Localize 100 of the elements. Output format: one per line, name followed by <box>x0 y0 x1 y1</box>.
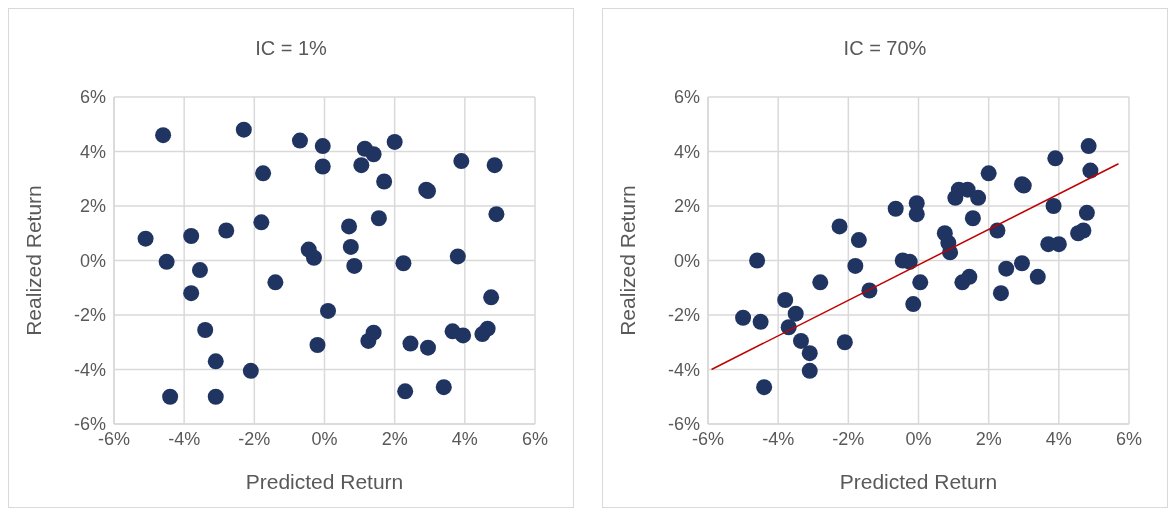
y-tick-label: 4% <box>673 141 700 162</box>
y-tick-label: -4% <box>667 359 700 380</box>
point <box>905 296 922 313</box>
x-tick-label: 2% <box>381 428 408 449</box>
point <box>998 260 1015 277</box>
point <box>191 262 208 279</box>
point <box>887 200 904 217</box>
x-tick-label: 6% <box>1115 428 1143 449</box>
y-tick-label: -6% <box>73 414 106 435</box>
point <box>402 335 419 352</box>
point <box>314 138 331 155</box>
point <box>792 332 809 349</box>
point <box>341 218 358 235</box>
point <box>801 362 818 379</box>
point <box>365 146 382 163</box>
point <box>1075 222 1092 239</box>
point <box>320 302 337 319</box>
point <box>908 206 925 223</box>
point <box>488 206 505 223</box>
x-tick-label: 4% <box>451 428 478 449</box>
x-tick-label: -2% <box>832 428 865 449</box>
y-tick-label: 0% <box>79 250 106 271</box>
point <box>386 133 403 150</box>
point <box>342 238 359 255</box>
point <box>964 210 981 227</box>
x-tick-label: 6% <box>521 428 549 449</box>
y-tick-label: 6% <box>673 87 700 108</box>
y-tick-label: 4% <box>79 141 106 162</box>
point <box>376 173 393 190</box>
y-tick-label: -2% <box>667 305 700 326</box>
point <box>850 232 867 249</box>
point <box>305 249 322 266</box>
point <box>397 383 414 400</box>
point <box>970 189 987 206</box>
point <box>1029 268 1046 285</box>
point <box>1014 255 1030 272</box>
y-tick-label: -6% <box>667 414 700 435</box>
y-tick-label: 0% <box>673 250 700 271</box>
point <box>479 320 496 337</box>
point <box>1047 150 1064 167</box>
point <box>980 165 997 182</box>
point <box>370 210 387 227</box>
y-tick-label: 6% <box>79 87 106 108</box>
point <box>989 222 1006 239</box>
point <box>486 157 503 174</box>
x-tick-label: -4% <box>762 428 795 449</box>
point <box>449 248 466 265</box>
y-tick-label: -2% <box>73 305 106 326</box>
point <box>155 127 172 144</box>
x-tick-label: 0% <box>311 428 338 449</box>
point <box>749 252 766 269</box>
point <box>831 218 848 235</box>
point <box>162 388 179 405</box>
point <box>961 268 978 285</box>
point <box>207 353 224 370</box>
point <box>812 274 829 291</box>
point <box>218 222 235 239</box>
chart-title: IC = 70% <box>842 37 928 60</box>
x-axis-title: Predicted Return <box>245 470 404 493</box>
point <box>435 379 452 396</box>
point <box>183 227 200 244</box>
x-tick-label: -2% <box>238 428 271 449</box>
point <box>847 257 864 274</box>
point <box>207 388 224 405</box>
point <box>777 292 794 309</box>
point <box>314 158 331 175</box>
point <box>291 132 308 149</box>
x-tick-label: 4% <box>1045 428 1072 449</box>
point <box>836 334 853 351</box>
point <box>801 345 818 362</box>
point <box>158 253 175 270</box>
point <box>242 362 259 379</box>
point <box>365 324 382 341</box>
point <box>183 285 200 302</box>
point <box>1078 204 1095 221</box>
chart-title: IC = 1% <box>254 37 328 60</box>
point <box>912 274 929 291</box>
point <box>453 153 470 170</box>
point <box>752 313 769 330</box>
point <box>455 327 472 344</box>
point <box>253 214 270 231</box>
y-axis-title: Realized Return <box>22 185 46 336</box>
point <box>787 305 804 322</box>
x-tick-label: 2% <box>975 428 1002 449</box>
point <box>483 289 500 306</box>
point <box>992 285 1009 302</box>
point <box>1082 162 1099 179</box>
y-tick-label: 2% <box>79 196 106 217</box>
point <box>420 339 436 356</box>
point <box>353 157 370 174</box>
x-tick-label: 0% <box>905 428 932 449</box>
point <box>137 230 154 247</box>
point <box>1080 138 1097 155</box>
point <box>255 165 272 182</box>
point <box>235 121 252 138</box>
point <box>346 257 363 274</box>
y-tick-label: 2% <box>673 196 700 217</box>
point <box>395 255 412 272</box>
point <box>1045 198 1062 214</box>
x-axis-title: Predicted Return <box>839 470 998 493</box>
